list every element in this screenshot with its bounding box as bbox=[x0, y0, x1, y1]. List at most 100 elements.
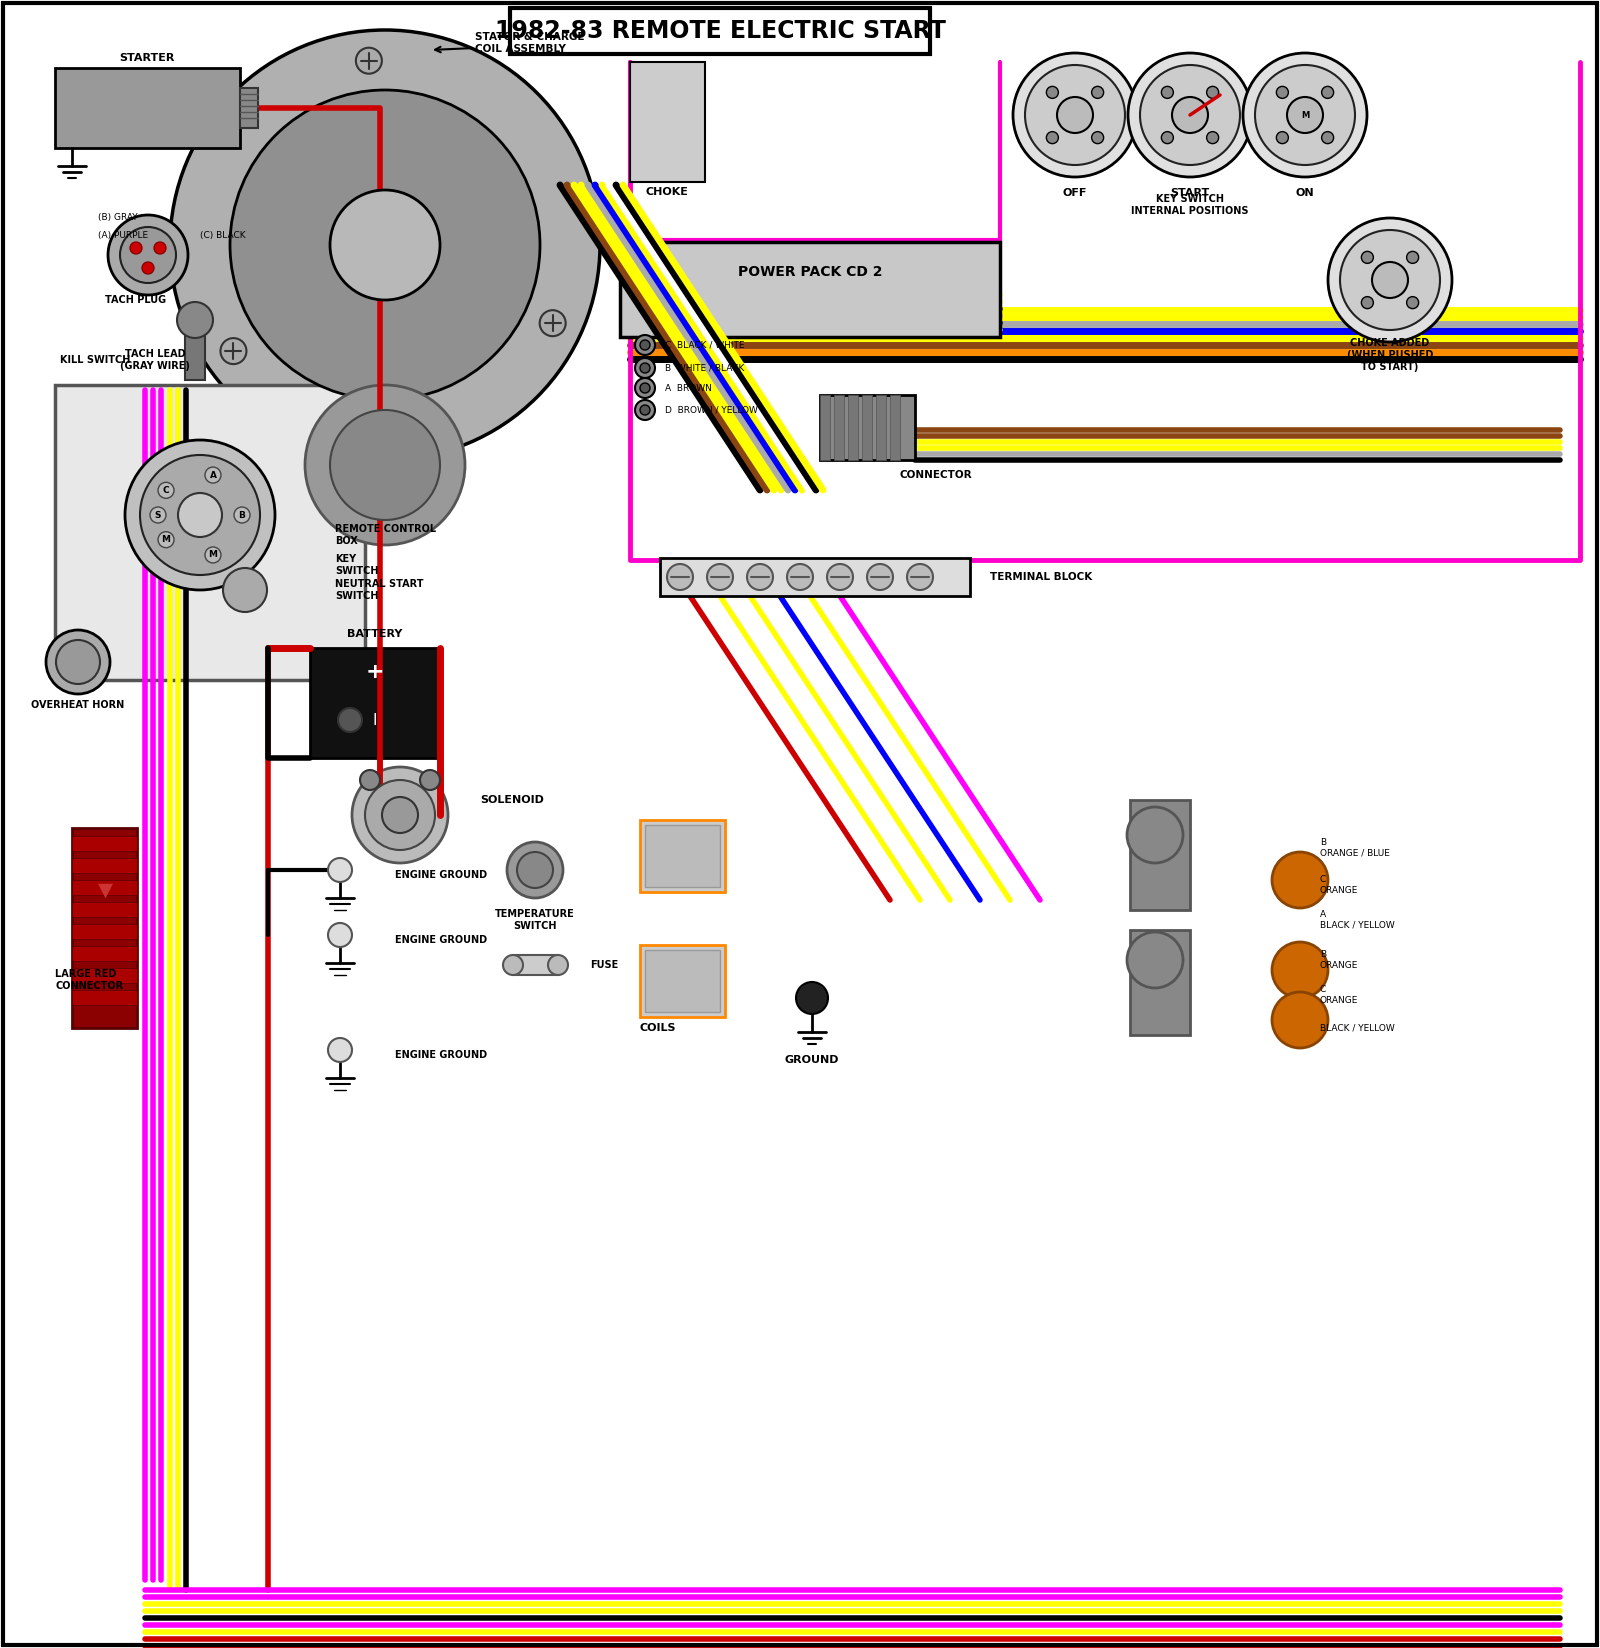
Bar bbox=[819, 396, 915, 460]
Circle shape bbox=[635, 335, 654, 354]
Text: TEMPERATURE
SWITCH: TEMPERATURE SWITCH bbox=[494, 910, 574, 931]
Bar bbox=[510, 8, 930, 54]
Circle shape bbox=[306, 386, 466, 545]
Circle shape bbox=[640, 363, 650, 372]
Bar bbox=[72, 990, 138, 1005]
Bar bbox=[72, 827, 138, 1028]
Text: OVERHEAT HORN: OVERHEAT HORN bbox=[32, 700, 125, 710]
Text: (A) PURPLE: (A) PURPLE bbox=[98, 231, 149, 239]
Circle shape bbox=[1272, 943, 1328, 999]
Circle shape bbox=[222, 569, 267, 611]
Text: TACH LEAD
(GRAY WIRE): TACH LEAD (GRAY WIRE) bbox=[120, 349, 190, 371]
Circle shape bbox=[205, 466, 221, 483]
Circle shape bbox=[1373, 262, 1408, 298]
Circle shape bbox=[1091, 132, 1104, 143]
Text: ON: ON bbox=[1296, 188, 1314, 198]
Text: STATOR & CHARGE
COIL ASSEMBLY: STATOR & CHARGE COIL ASSEMBLY bbox=[475, 33, 584, 54]
Circle shape bbox=[360, 770, 381, 789]
Text: POWER PACK CD 2: POWER PACK CD 2 bbox=[738, 265, 882, 279]
Text: KEY
SWITCH: KEY SWITCH bbox=[334, 554, 379, 575]
Circle shape bbox=[382, 798, 418, 832]
Text: D  BROWN / YELLOW: D BROWN / YELLOW bbox=[666, 405, 758, 415]
Circle shape bbox=[150, 508, 166, 522]
Text: C
ORANGE: C ORANGE bbox=[1320, 875, 1358, 895]
Circle shape bbox=[1406, 297, 1419, 308]
Bar bbox=[72, 901, 138, 916]
Circle shape bbox=[330, 190, 440, 300]
Circle shape bbox=[1206, 132, 1219, 143]
Text: SOLENOID: SOLENOID bbox=[480, 794, 544, 804]
Bar bbox=[54, 386, 365, 681]
Circle shape bbox=[1162, 86, 1173, 99]
Text: B: B bbox=[238, 511, 245, 519]
Text: C  BLACK / WHITE: C BLACK / WHITE bbox=[666, 341, 744, 349]
Text: CONNECTOR: CONNECTOR bbox=[899, 470, 973, 480]
Bar bbox=[819, 396, 830, 460]
Bar bbox=[640, 821, 725, 892]
Bar bbox=[848, 396, 858, 460]
Text: CHOKE ADDED
(WHEN PUSHED
TO START): CHOKE ADDED (WHEN PUSHED TO START) bbox=[1347, 338, 1434, 371]
Circle shape bbox=[178, 493, 222, 537]
Circle shape bbox=[640, 382, 650, 392]
Text: (B) GRAY: (B) GRAY bbox=[98, 213, 138, 221]
Circle shape bbox=[1128, 53, 1251, 176]
Text: B  WHITE / BLACK: B WHITE / BLACK bbox=[666, 364, 744, 372]
Circle shape bbox=[142, 262, 154, 274]
Text: TACH PLUG: TACH PLUG bbox=[106, 295, 166, 305]
Circle shape bbox=[867, 564, 893, 590]
Bar bbox=[834, 396, 845, 460]
Circle shape bbox=[1126, 808, 1182, 864]
Bar bbox=[862, 396, 872, 460]
Text: START: START bbox=[1170, 188, 1210, 198]
Circle shape bbox=[1272, 852, 1328, 908]
Circle shape bbox=[130, 242, 142, 254]
Bar bbox=[645, 826, 720, 887]
Circle shape bbox=[1162, 132, 1173, 143]
Circle shape bbox=[635, 358, 654, 377]
Text: REMOTE CONTROL
BOX: REMOTE CONTROL BOX bbox=[334, 524, 437, 545]
Circle shape bbox=[1243, 53, 1366, 176]
Text: A
BLACK / YELLOW: A BLACK / YELLOW bbox=[1320, 910, 1395, 929]
Circle shape bbox=[355, 48, 382, 74]
Text: (C) BLACK: (C) BLACK bbox=[200, 231, 246, 239]
Text: 1982-83 REMOTE ELECTRIC START: 1982-83 REMOTE ELECTRIC START bbox=[494, 20, 946, 43]
Text: M: M bbox=[1301, 110, 1309, 120]
Circle shape bbox=[154, 242, 166, 254]
Text: B
ORANGE: B ORANGE bbox=[1320, 951, 1358, 969]
Bar bbox=[621, 242, 1000, 336]
Circle shape bbox=[330, 410, 440, 521]
Circle shape bbox=[502, 954, 523, 976]
Circle shape bbox=[365, 780, 435, 850]
Circle shape bbox=[507, 842, 563, 898]
Circle shape bbox=[234, 508, 250, 522]
Circle shape bbox=[1362, 297, 1373, 308]
Circle shape bbox=[827, 564, 853, 590]
Bar bbox=[72, 946, 138, 961]
Circle shape bbox=[230, 91, 541, 400]
Circle shape bbox=[205, 547, 221, 564]
Circle shape bbox=[46, 630, 110, 694]
Text: GROUND: GROUND bbox=[784, 1055, 840, 1065]
Text: B
ORANGE / BLUE: B ORANGE / BLUE bbox=[1320, 839, 1390, 857]
Text: ▼: ▼ bbox=[98, 880, 112, 900]
Bar bbox=[54, 68, 240, 148]
Text: ENGINE GROUND: ENGINE GROUND bbox=[395, 1050, 486, 1060]
Text: A  BROWN: A BROWN bbox=[666, 384, 712, 392]
Text: FUSE: FUSE bbox=[590, 961, 618, 971]
Bar bbox=[877, 396, 886, 460]
Bar bbox=[72, 859, 138, 873]
Text: KEY SWITCH
INTERNAL POSITIONS: KEY SWITCH INTERNAL POSITIONS bbox=[1131, 194, 1248, 216]
Circle shape bbox=[328, 1038, 352, 1061]
Circle shape bbox=[120, 227, 176, 283]
Circle shape bbox=[1286, 97, 1323, 133]
Circle shape bbox=[328, 859, 352, 882]
Text: OFF: OFF bbox=[1062, 188, 1086, 198]
Bar bbox=[72, 925, 138, 939]
Circle shape bbox=[141, 455, 259, 575]
Text: TERMINAL BLOCK: TERMINAL BLOCK bbox=[990, 572, 1093, 582]
Circle shape bbox=[539, 310, 566, 336]
Circle shape bbox=[1322, 132, 1334, 143]
Circle shape bbox=[419, 770, 440, 789]
Circle shape bbox=[1341, 231, 1440, 330]
Bar bbox=[645, 949, 720, 1012]
